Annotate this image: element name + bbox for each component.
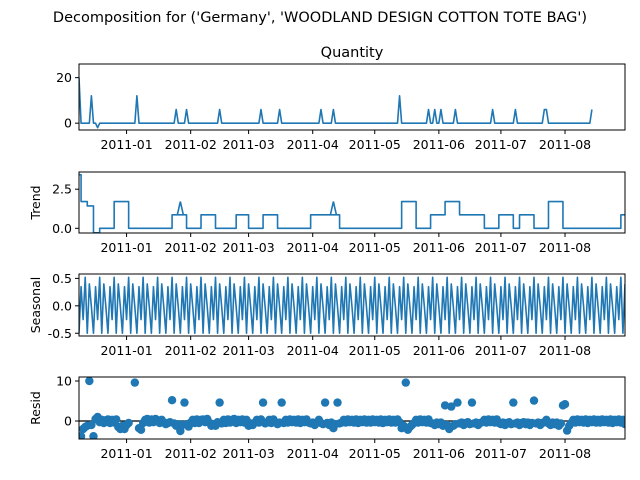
- trend-xtick-label: 2011-03: [222, 240, 274, 255]
- resid-ytick-label: 0: [64, 414, 72, 429]
- trend-axes-frame: [78, 171, 626, 234]
- resid-point: [124, 418, 133, 428]
- resid-point: [277, 398, 286, 407]
- seasonal-ylabel: Seasonal: [28, 277, 43, 334]
- trend-ylabel: Trend: [28, 185, 43, 220]
- seasonal-series-line: [79, 276, 625, 335]
- resid-xtick-label: 2011-02: [165, 446, 217, 461]
- seasonal-xtick-label: 2011-01: [100, 343, 152, 358]
- resid-point: [509, 398, 518, 407]
- panel-trend: Trend 0.0 2.5 2011-01 2011-02 2011-03 2011-04 2…: [28, 171, 626, 255]
- resid-plot-area: [79, 377, 625, 439]
- observed-series-line: [79, 77, 593, 129]
- seasonal-plot-area: [79, 276, 625, 335]
- seasonal-xtick-label: 2011-06: [413, 343, 465, 358]
- trend-plot-area: [79, 173, 625, 233]
- resid-point: [167, 396, 177, 405]
- resid-xtick-label: 2011-08: [539, 446, 591, 461]
- observed-axes-frame: [78, 63, 626, 131]
- seasonal-ytick-label: 0.0: [52, 298, 72, 313]
- seasonal-xtick-label: 2011-02: [165, 343, 217, 358]
- trend-spike-1: [329, 201, 338, 216]
- resid-point: [87, 420, 96, 430]
- trend-xtick-label: 2011-07: [475, 240, 527, 255]
- observed-xtick-label: 2011-06: [413, 137, 465, 152]
- resid-point: [130, 378, 140, 387]
- observed-plot-area: [79, 77, 593, 129]
- resid-point: [258, 398, 268, 407]
- resid-ytick-label: 10: [56, 374, 72, 389]
- resid-point: [320, 398, 330, 407]
- resid-point: [136, 425, 146, 434]
- observed-ytick-label: 0: [64, 116, 72, 131]
- observed-xtick-label: 2011-02: [165, 137, 217, 152]
- resid-point: [447, 402, 456, 411]
- resid-point: [453, 398, 462, 407]
- resid-axes-frame: [78, 376, 626, 440]
- trend-ytick-label: 0.0: [52, 221, 72, 236]
- resid-ylabel: Resid: [28, 391, 43, 425]
- resid-point: [79, 432, 86, 439]
- seasonal-xtick-label: 2011-05: [349, 343, 401, 358]
- trend-xtick-label: 2011-05: [349, 240, 401, 255]
- trend-spike-0: [176, 201, 185, 216]
- resid-xtick-label: 2011-01: [100, 446, 152, 461]
- figure-title: Decomposition for ('Germany', 'WOODLAND …: [53, 10, 587, 26]
- observed-title: Quantity: [321, 45, 384, 61]
- seasonal-axes-frame: [78, 273, 626, 337]
- observed-xtick-label: 2011-05: [349, 137, 401, 152]
- observed-xtick-label: 2011-03: [222, 137, 274, 152]
- resid-point: [333, 398, 342, 407]
- resid-point: [180, 398, 189, 407]
- trend-xtick-label: 2011-01: [100, 240, 152, 255]
- trend-ytick-label: 2.5: [52, 182, 72, 197]
- resid-point: [560, 400, 570, 409]
- resid-point: [467, 398, 477, 407]
- resid-xtick-label: 2011-04: [287, 446, 339, 461]
- resid-point: [401, 378, 410, 387]
- observed-xtick-label: 2011-04: [287, 137, 339, 152]
- resid-point: [556, 419, 566, 428]
- resid-point: [620, 420, 625, 429]
- resid-point: [85, 377, 94, 386]
- seasonal-xtick-label: 2011-03: [222, 343, 274, 358]
- resid-xtick-label: 2011-05: [349, 446, 401, 461]
- resid-point: [89, 432, 98, 439]
- resid-point: [112, 415, 121, 424]
- seasonal-xtick-label: 2011-04: [287, 343, 339, 358]
- resid-point: [215, 398, 224, 407]
- panel-resid: Resid 0 10 2011-01 2011-02 2011-03 2011-04 2011…: [28, 374, 626, 461]
- seasonal-xtick-label: 2011-07: [475, 343, 527, 358]
- seasonal-xtick-label: 2011-08: [539, 343, 591, 358]
- trend-xtick-label: 2011-06: [413, 240, 465, 255]
- trend-xtick-label: 2011-02: [165, 240, 217, 255]
- resid-xtick-label: 2011-07: [475, 446, 527, 461]
- observed-xtick-label: 2011-01: [100, 137, 152, 152]
- resid-xtick-label: 2011-03: [222, 446, 274, 461]
- observed-ytick-label: 20: [56, 70, 72, 85]
- resid-point: [529, 396, 539, 405]
- panel-seasonal: Seasonal -0.5 0.0 0.5 2011-01 2011-02 2011-03 2…: [28, 271, 626, 358]
- seasonal-ytick-label: -0.5: [48, 326, 72, 341]
- trend-series-line: [79, 173, 625, 233]
- observed-xtick-label: 2011-07: [475, 137, 527, 152]
- panel-observed: Quantity 0 20 2011-01 2011-02 2011-03 2011-04 2…: [56, 45, 626, 152]
- seasonal-ytick-label: 0.5: [52, 271, 72, 286]
- trend-xtick-label: 2011-08: [539, 240, 591, 255]
- resid-xtick-label: 2011-06: [413, 446, 465, 461]
- panels: Quantity 0 20 2011-01 2011-02 2011-03 2011-04 2…: [28, 45, 626, 461]
- observed-xtick-label: 2011-08: [539, 137, 591, 152]
- trend-xtick-label: 2011-04: [287, 240, 339, 255]
